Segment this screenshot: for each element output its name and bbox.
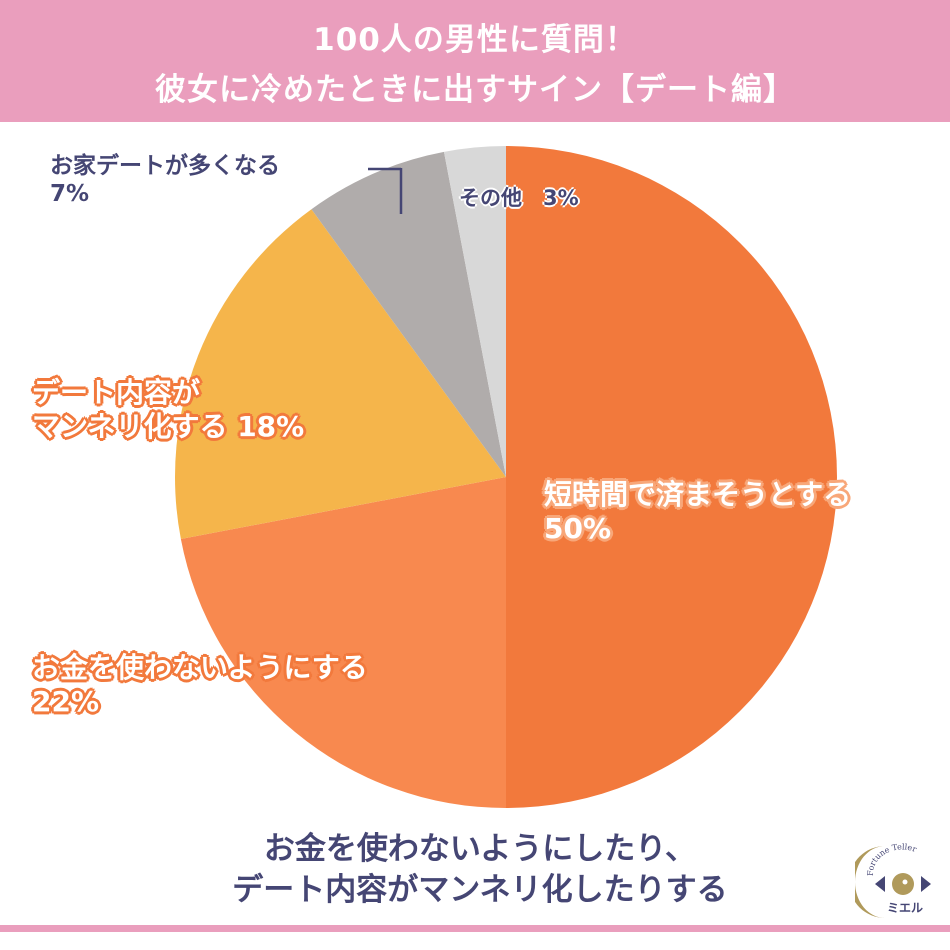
label-home-date-value: 7% bbox=[50, 181, 90, 208]
label-short-time-name: 短時間で済まそうとする bbox=[544, 478, 852, 511]
label-no-money-value: 22% bbox=[32, 685, 100, 719]
label-mannerism-line-2: マンネリ化する 18% bbox=[32, 410, 305, 444]
label-no-money-name: お金を使わないようにする bbox=[32, 651, 368, 684]
label-no-money: お金を使わないようにする 22% bbox=[32, 651, 368, 719]
label-short-time-value: 50% bbox=[544, 512, 612, 546]
label-home-date-name: お家デートが多くなる bbox=[50, 153, 280, 179]
logo-brand-text: ミエル bbox=[887, 901, 923, 915]
eye-left-icon bbox=[875, 876, 885, 892]
eye-iris-icon bbox=[892, 873, 914, 895]
bottom-bar bbox=[0, 925, 950, 932]
logo-arc-text: Fortune Teller bbox=[866, 842, 918, 876]
eye-right-icon bbox=[921, 876, 931, 892]
conclusion-line-2: デート内容がマンネリ化したりする bbox=[232, 872, 728, 908]
fortune-teller-logo: Fortune Teller ミエル bbox=[855, 842, 931, 918]
pie-slice-1 bbox=[506, 146, 837, 808]
title-banner: 100人の男性に質問！ 彼女に冷めたときに出すサイン【デート編】 bbox=[0, 0, 950, 122]
label-other: その他 3% bbox=[459, 186, 579, 210]
title-line-1: 100人の男性に質問！ bbox=[313, 22, 637, 58]
pie-slice-5 bbox=[443, 146, 506, 477]
eye-highlight-icon bbox=[902, 879, 908, 885]
conclusion-line-1: お金を使わないようにしたり、 bbox=[263, 831, 697, 867]
label-mannerism: デート内容が マンネリ化する 18% bbox=[32, 376, 304, 444]
pie-slice-3 bbox=[174, 209, 506, 540]
title-line-2: 彼女に冷めたときに出すサイン【デート編】 bbox=[155, 72, 795, 108]
label-short-time: 短時間で済まそうとする 50% bbox=[544, 478, 851, 546]
label-mannerism-line-1: デート内容が bbox=[32, 376, 201, 409]
label-home-date: お家デートが多くなる 7% bbox=[50, 152, 280, 208]
pie-slice-2 bbox=[180, 477, 506, 808]
pie-slice-4 bbox=[311, 151, 506, 477]
